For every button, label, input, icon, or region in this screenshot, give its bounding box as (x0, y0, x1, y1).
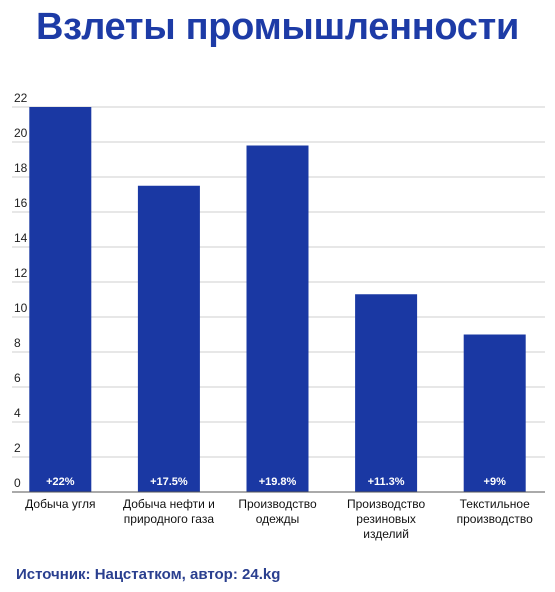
x-tick-label: Добыча угля (25, 497, 95, 511)
bar-value-label: +22% (46, 476, 75, 488)
bar-value-label: +11.3% (368, 476, 405, 488)
bar-value-label: +19.8% (259, 476, 297, 488)
bar-value-label: +17.5% (150, 476, 188, 488)
y-tick-label: 18 (14, 161, 28, 175)
y-tick-label: 22 (14, 91, 28, 105)
x-tick-label: производство (457, 512, 533, 526)
y-tick-label: 12 (14, 266, 28, 280)
x-tick-label: изделий (363, 527, 409, 541)
y-tick-label: 8 (14, 336, 21, 350)
y-tick-label: 16 (14, 196, 28, 210)
y-tick-label: 14 (14, 231, 28, 245)
y-tick-label: 2 (14, 441, 21, 455)
y-tick-label: 10 (14, 301, 28, 315)
x-tick-label: резиновых (356, 512, 416, 526)
x-tick-label: природного газа (124, 512, 215, 526)
y-tick-label: 0 (14, 476, 21, 490)
x-tick-label: Производство (238, 497, 317, 511)
x-tick-label: Добыча нефти и (123, 497, 215, 511)
bar (246, 145, 309, 492)
x-tick-label: одежды (256, 512, 300, 526)
x-tick-label: Текстильное (460, 497, 530, 511)
chart-title: Взлеты промышленности (35, 6, 520, 48)
bar (137, 185, 200, 492)
bar-value-label: +9% (484, 476, 507, 488)
y-tick-label: 20 (14, 126, 28, 140)
x-tick-label: Производство (347, 497, 426, 511)
y-tick-label: 6 (14, 371, 21, 385)
bar (29, 107, 92, 492)
y-tick-label: 4 (14, 406, 21, 420)
bar (355, 294, 418, 492)
source-note: Источник: Нацстатком, автор: 24.kg (16, 566, 281, 583)
bar (463, 334, 526, 492)
